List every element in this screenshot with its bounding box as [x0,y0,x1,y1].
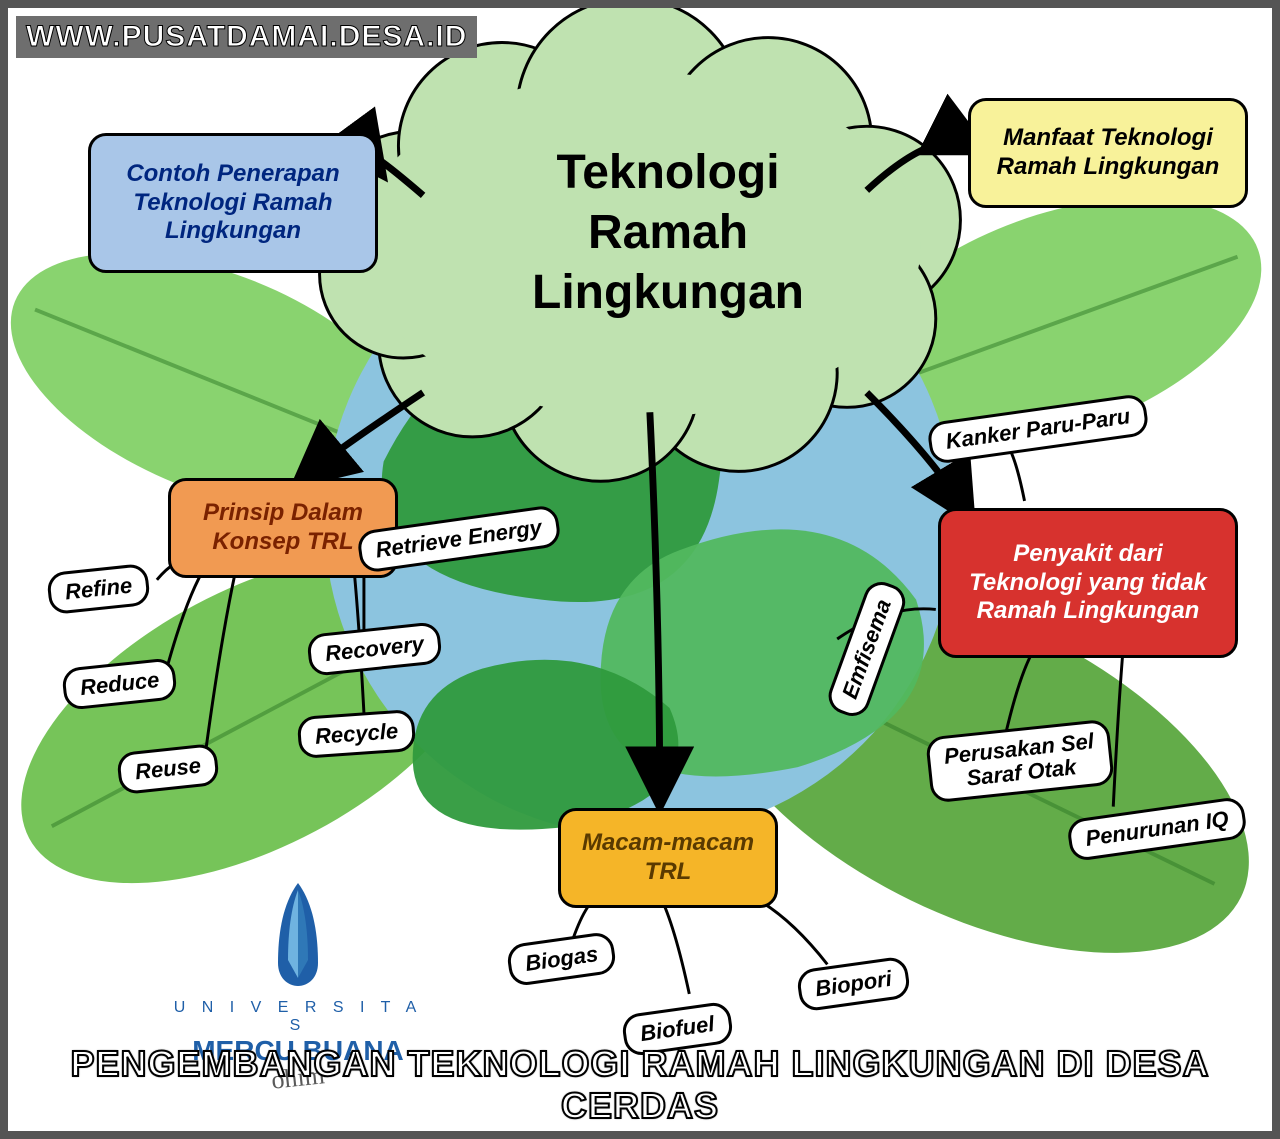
logo-univ-text: U N I V E R S I T A S [168,999,428,1035]
branch-macam: Macam-macam TRL [558,808,778,908]
diagram-frame: WWW.PUSATDAMAI.DESA.ID Teknologi Ramah L… [0,0,1280,1139]
logo-mark-icon [253,878,343,988]
branch-manfaat: Manfaat Teknologi Ramah Lingkungan [968,98,1248,208]
leaf-node: Recycle [297,709,417,759]
central-topic: Teknologi Ramah Lingkungan [498,143,838,323]
bottom-caption: PENGEMBANGAN TEKNOLOGI RAMAH LINGKUNGAN … [8,1043,1272,1131]
branch-penyakit: Penyakit dari Teknologi yang tidak Ramah… [938,508,1238,658]
watermark-bar: WWW.PUSATDAMAI.DESA.ID [16,16,477,58]
branch-contoh: Contoh Penerapan Teknologi Ramah Lingkun… [88,133,378,273]
